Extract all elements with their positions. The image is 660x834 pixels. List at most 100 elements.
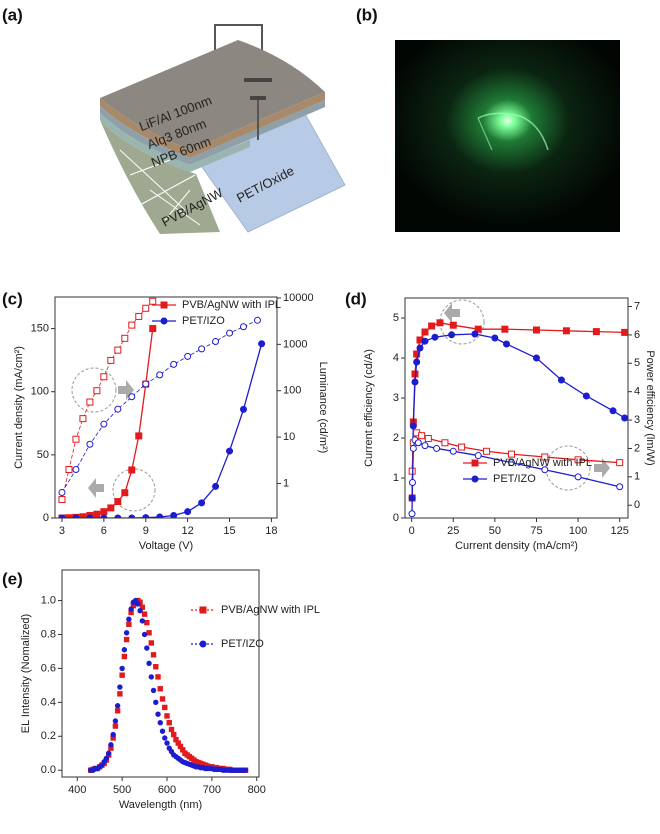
marker: [142, 514, 150, 518]
marker: [421, 328, 429, 336]
marker: [562, 327, 570, 335]
marker: [582, 392, 590, 400]
marker: [128, 393, 136, 401]
plot-frame: [61, 569, 260, 778]
marker: [58, 514, 66, 518]
marker: [107, 504, 115, 512]
marker: [483, 447, 491, 455]
y-tick-label: 0.8: [41, 628, 56, 640]
marker: [72, 466, 80, 474]
series-line: [411, 333, 626, 499]
marker: [199, 606, 207, 614]
marker: [149, 297, 157, 305]
marker: [93, 510, 101, 518]
marker: [121, 489, 129, 497]
marker: [532, 354, 540, 362]
y2-tick-label: 1000: [283, 338, 307, 350]
marker: [105, 750, 112, 756]
marker: [171, 731, 177, 738]
plot-frame: [54, 296, 278, 519]
marker: [142, 380, 150, 388]
plot-frame: [404, 297, 629, 519]
marker: [160, 301, 168, 309]
marker: [458, 443, 466, 451]
marker: [110, 731, 116, 738]
marker: [162, 735, 168, 741]
x-tick-label: 3: [59, 525, 65, 537]
flexible-film: [477, 112, 549, 151]
y2-tick-label: 4: [634, 386, 640, 398]
marker: [170, 360, 178, 368]
marker: [491, 334, 499, 342]
marker: [155, 674, 161, 680]
y2-tick-label: 3: [634, 414, 640, 426]
marker: [149, 325, 157, 333]
marker: [436, 319, 444, 327]
marker: [123, 636, 130, 643]
marker: [431, 333, 439, 341]
marker: [532, 326, 540, 334]
marker: [86, 514, 94, 518]
plot-area: [88, 597, 249, 773]
arrow-left: [88, 478, 104, 498]
marker: [128, 321, 136, 329]
marker: [198, 345, 206, 353]
marker: [117, 691, 123, 697]
legend-entry: PET/IZO: [191, 638, 264, 650]
marker: [135, 601, 141, 607]
marker: [541, 466, 549, 474]
marker: [58, 496, 66, 504]
marker: [198, 499, 206, 507]
dashed-circle: [545, 445, 591, 491]
marker: [86, 440, 94, 448]
marker: [471, 475, 479, 483]
marker: [239, 323, 247, 331]
marker: [159, 696, 166, 702]
chart: 3 6 9 12 15 18 0 50 100 150 1 10 100 1000 10000 Voltage…: [13, 292, 329, 552]
legend-entry: PET/IZO: [152, 315, 225, 327]
y-tick-label: 5: [393, 312, 399, 324]
panel-label: (d): [345, 289, 367, 308]
marker: [114, 708, 121, 714]
legend-entry: PVB/AgNW with IPL: [463, 457, 592, 469]
dashed-circle: [112, 468, 156, 512]
x-axis-label: Current density (mA/cm²): [455, 540, 578, 552]
marker: [616, 483, 624, 491]
arrow-right: [594, 458, 610, 478]
marker: [441, 439, 449, 447]
marker: [159, 728, 166, 734]
x-tick-label: 400: [68, 784, 86, 796]
marker: [501, 325, 509, 333]
y2-tick-label: 1: [283, 477, 289, 489]
al-top-face: [100, 40, 325, 150]
marker: [170, 511, 178, 518]
marker: [258, 340, 266, 348]
marker: [114, 514, 122, 518]
marker: [474, 325, 482, 333]
x-tick-label: 700: [203, 784, 221, 796]
marker: [166, 720, 172, 726]
x-tick-label: 500: [113, 784, 131, 796]
alq3-edge: [100, 100, 325, 165]
legend-label: PVB/AgNW with IPL: [182, 299, 281, 311]
x-tick-label: 125: [610, 525, 628, 537]
y2-tick-label: 5: [634, 357, 640, 369]
marker: [128, 514, 136, 518]
y-axis-label: Current efficiency (cd/A): [363, 349, 375, 467]
marker: [621, 414, 628, 422]
marker: [184, 352, 192, 360]
marker: [557, 376, 565, 384]
arrow-left: [444, 303, 460, 323]
marker: [150, 652, 157, 658]
y2-tick-label: 7: [634, 300, 640, 312]
nanowires: [119, 149, 201, 226]
legend-label: PVB/AgNW with IPL: [493, 457, 592, 469]
marker: [508, 450, 516, 458]
marker: [418, 432, 426, 440]
marker: [157, 686, 163, 692]
marker: [142, 304, 150, 312]
y-tick-label: 0.4: [41, 696, 56, 708]
panel-label: (c): [2, 289, 23, 308]
marker: [100, 373, 108, 381]
